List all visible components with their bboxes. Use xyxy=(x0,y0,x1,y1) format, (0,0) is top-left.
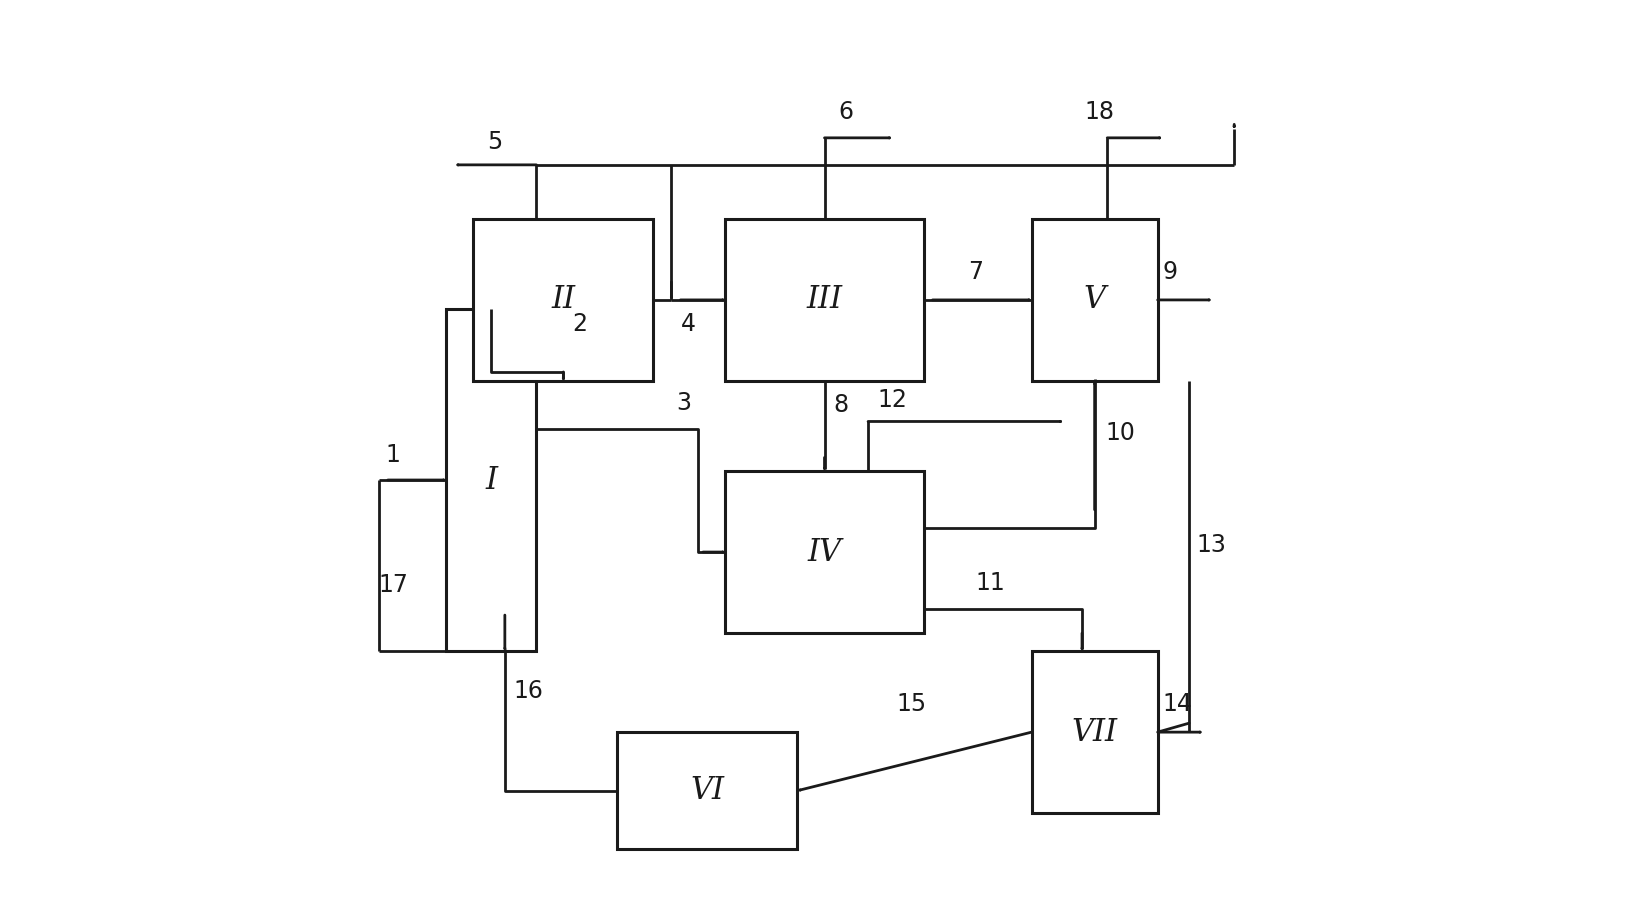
Text: 10: 10 xyxy=(1105,421,1134,446)
Bar xyxy=(1030,219,1157,381)
Text: 14: 14 xyxy=(1162,692,1192,716)
Text: 8: 8 xyxy=(833,393,848,417)
Bar xyxy=(473,219,654,381)
Text: 4: 4 xyxy=(680,312,694,336)
Text: III: III xyxy=(805,284,843,315)
Text: 12: 12 xyxy=(877,389,906,412)
Text: 18: 18 xyxy=(1084,101,1113,124)
Text: 9: 9 xyxy=(1162,260,1177,284)
Text: V: V xyxy=(1082,284,1105,315)
Text: 3: 3 xyxy=(675,391,691,415)
Text: I: I xyxy=(486,465,497,496)
Text: 17: 17 xyxy=(378,573,409,597)
Text: 6: 6 xyxy=(838,101,852,124)
Bar xyxy=(618,732,797,849)
Text: 1: 1 xyxy=(385,442,399,467)
Bar xyxy=(725,471,923,633)
Text: 16: 16 xyxy=(513,679,543,703)
Text: IV: IV xyxy=(807,536,841,567)
Text: II: II xyxy=(551,284,575,315)
Bar xyxy=(725,219,923,381)
Bar xyxy=(1030,651,1157,814)
Text: 11: 11 xyxy=(975,572,1006,595)
Text: 13: 13 xyxy=(1196,533,1226,556)
Text: 2: 2 xyxy=(572,312,587,336)
Text: 5: 5 xyxy=(486,130,502,154)
Text: 7: 7 xyxy=(968,260,983,284)
Text: VI: VI xyxy=(689,776,724,806)
Text: 15: 15 xyxy=(897,692,926,716)
Text: VII: VII xyxy=(1071,717,1117,747)
Bar xyxy=(447,309,536,651)
